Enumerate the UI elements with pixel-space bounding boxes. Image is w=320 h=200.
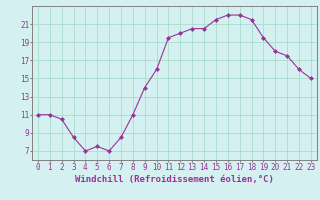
X-axis label: Windchill (Refroidissement éolien,°C): Windchill (Refroidissement éolien,°C) xyxy=(75,175,274,184)
